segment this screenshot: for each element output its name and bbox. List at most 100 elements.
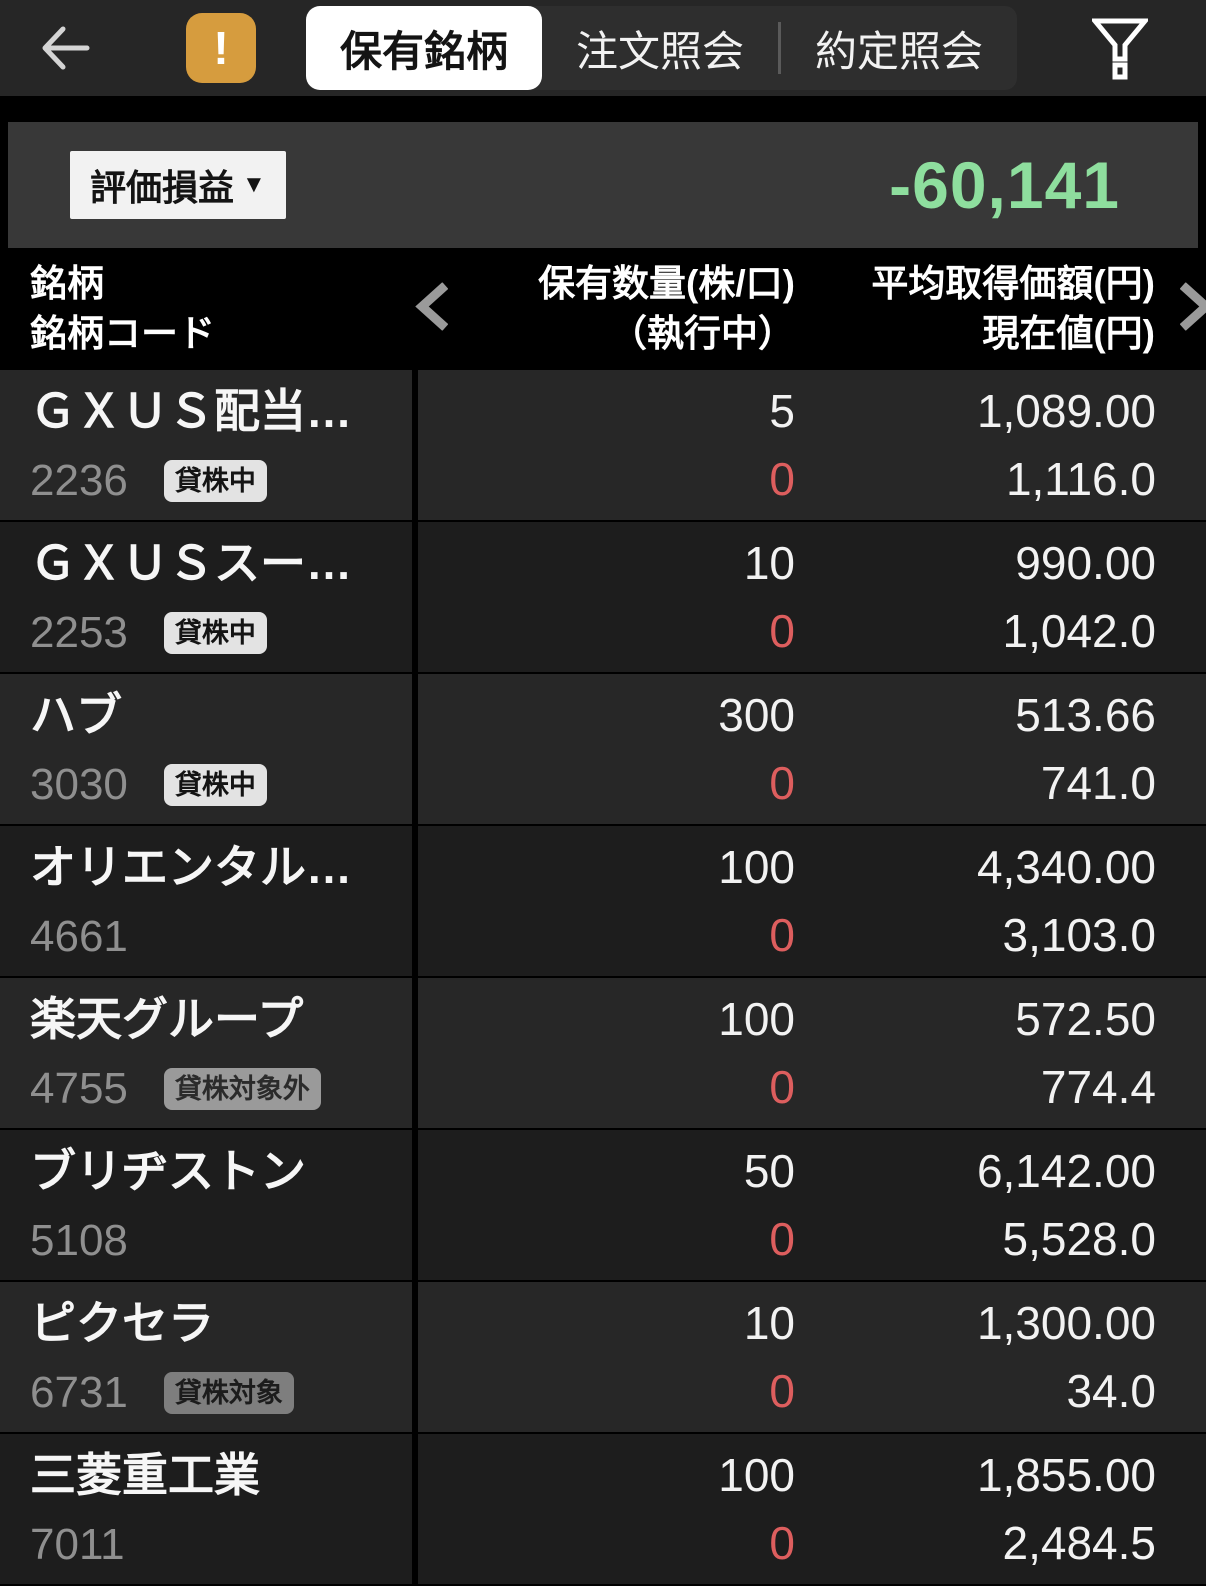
holding-row[interactable]: ＧＸＵＳスー… 2253 貸株中 10 0 990.00 1,042.0 [0, 522, 1206, 674]
header-quantity-column: 保有数量(株/口) （執行中） [538, 260, 795, 358]
stock-name-cell: ピクセラ 6731 貸株対象 [0, 1282, 412, 1432]
lending-badge: 貸株中 [163, 764, 267, 806]
holding-row[interactable]: ブリヂストン 5108 50 0 6,142.00 5,528.0 [0, 1130, 1206, 1282]
price-cell: 572.50 774.4 [795, 978, 1206, 1128]
stock-name-cell: 楽天グループ 4755 貸株対象外 [0, 978, 412, 1128]
warning-button[interactable]: ! [186, 13, 256, 83]
funnel-icon [1092, 18, 1148, 80]
holding-row[interactable]: オリエンタル… 4661 100 0 4,340.00 3,103.0 [0, 826, 1206, 978]
holding-quantity: 10 [743, 537, 795, 589]
quantity-cell: 100 0 [418, 978, 795, 1128]
tab-order-inquiry[interactable]: 注文照会 [542, 6, 778, 90]
summary-section: 評価損益 ▼ -60,141 [0, 96, 1206, 248]
stock-name-cell: ＧＸＵＳ配当… 2236 貸株中 [0, 370, 412, 520]
current-price: 774.4 [1040, 1061, 1156, 1113]
header-executing-label: （執行中） [610, 313, 795, 354]
arrow-left-icon [42, 26, 90, 70]
current-price: 34.0 [1066, 1365, 1156, 1417]
avg-acquisition-price: 572.50 [1015, 993, 1156, 1045]
quantity-cell: 300 0 [418, 674, 795, 824]
stock-code: 2253 [30, 608, 128, 657]
stock-code: 2236 [30, 456, 128, 505]
avg-acquisition-price: 6,142.00 [976, 1145, 1156, 1197]
metric-selector-button[interactable]: 評価損益 ▼ [70, 151, 286, 219]
filter-button[interactable] [1090, 13, 1150, 83]
stock-name-cell: ブリヂストン 5108 [0, 1130, 412, 1280]
column-divider [412, 1130, 418, 1280]
holding-quantity: 100 [718, 993, 795, 1045]
executing-quantity: 0 [769, 453, 795, 505]
holding-row[interactable]: ピクセラ 6731 貸株対象 10 0 1,300.00 34.0 [0, 1282, 1206, 1434]
price-cell: 1,300.00 34.0 [795, 1282, 1206, 1432]
stock-code-line: 2253 貸株中 [30, 607, 406, 659]
tab-holdings-label: 保有銘柄 [340, 27, 509, 75]
avg-acquisition-price: 1,300.00 [976, 1297, 1156, 1349]
price-cell: 990.00 1,042.0 [795, 522, 1206, 672]
avg-acquisition-price: 990.00 [1015, 537, 1156, 589]
executing-quantity: 0 [769, 605, 795, 657]
stock-code-line: 6731 貸株対象 [30, 1367, 406, 1419]
stock-code-line: 7011 [30, 1519, 406, 1571]
chevron-down-icon: ▼ [242, 171, 266, 198]
scroll-right-chevron[interactable] [1179, 282, 1206, 336]
stock-code-line: 4755 貸株対象外 [30, 1063, 406, 1115]
holding-quantity: 100 [718, 1449, 795, 1501]
executing-quantity: 0 [769, 1365, 795, 1417]
quantity-cell: 100 0 [418, 826, 795, 976]
lending-badge: 貸株対象 [163, 1372, 294, 1414]
table-header: 銘柄 銘柄コード 保有数量(株/口) （執行中） 平均取得価額(円) 現在値(円… [0, 248, 1206, 370]
stock-code: 6731 [30, 1368, 128, 1417]
price-cell: 4,340.00 3,103.0 [795, 826, 1206, 976]
header-quantity-label: 保有数量(株/口) [538, 263, 795, 304]
header-avg-price-label: 平均取得価額(円) [871, 263, 1155, 304]
holding-row[interactable]: 三菱重工業 7011 100 0 1,855.00 2,484.5 [0, 1434, 1206, 1586]
holding-quantity: 300 [718, 689, 795, 741]
header-price-column: 平均取得価額(円) 現在値(円) [871, 260, 1155, 358]
summary-panel: 評価損益 ▼ -60,141 [8, 122, 1198, 248]
stock-code: 3030 [30, 760, 128, 809]
tab-holdings[interactable]: 保有銘柄 [306, 6, 543, 90]
stock-code-line: 5108 [30, 1215, 406, 1267]
scroll-left-chevron[interactable] [414, 282, 449, 336]
holding-row[interactable]: ハブ 3030 貸株中 300 0 513.66 741.0 [0, 674, 1206, 826]
stock-name: オリエンタル… [30, 841, 352, 893]
current-price: 741.0 [1040, 757, 1156, 809]
column-divider [412, 674, 418, 824]
price-cell: 513.66 741.0 [795, 674, 1206, 824]
stock-name-cell: ハブ 3030 貸株中 [0, 674, 412, 824]
column-divider [412, 826, 418, 976]
stock-name: 三菱重工業 [30, 1449, 260, 1501]
stock-name: ピクセラ [30, 1297, 214, 1349]
executing-quantity: 0 [769, 909, 795, 961]
executing-quantity: 0 [769, 757, 795, 809]
avg-acquisition-price: 1,089.00 [976, 385, 1156, 437]
holding-row[interactable]: ＧＸＵＳ配当… 2236 貸株中 5 0 1,089.00 1,116.0 [0, 370, 1206, 522]
header-stock-code-label: 銘柄コード [30, 313, 215, 354]
back-button[interactable] [34, 16, 98, 80]
lending-badge: 貸株対象外 [163, 1068, 321, 1110]
holding-row[interactable]: 楽天グループ 4755 貸株対象外 100 0 572.50 774.4 [0, 978, 1206, 1130]
tab-group: 保有銘柄 注文照会 約定照会 [306, 6, 1018, 90]
quantity-cell: 10 0 [418, 522, 795, 672]
executing-quantity: 0 [769, 1213, 795, 1265]
tab-execution-inquiry[interactable]: 約定照会 [781, 6, 1017, 90]
quantity-cell: 50 0 [418, 1130, 795, 1280]
current-price: 1,042.0 [1002, 605, 1156, 657]
stock-code: 5108 [30, 1216, 128, 1265]
quantity-cell: 5 0 [418, 370, 795, 520]
executing-quantity: 0 [769, 1517, 795, 1569]
stock-code-line: 4661 [30, 911, 406, 963]
current-price: 5,528.0 [1002, 1213, 1156, 1265]
holding-quantity: 5 [769, 385, 795, 437]
metric-label: 評価損益 [90, 167, 235, 208]
executing-quantity: 0 [769, 1061, 795, 1113]
column-divider [412, 1282, 418, 1432]
holding-quantity: 10 [743, 1297, 795, 1349]
stock-name: 楽天グループ [30, 993, 304, 1045]
warning-icon: ! [213, 22, 229, 74]
column-divider [412, 522, 418, 672]
current-price: 3,103.0 [1002, 909, 1156, 961]
current-price: 1,116.0 [1005, 453, 1156, 505]
lending-badge: 貸株中 [163, 612, 267, 654]
stock-code-line: 3030 貸株中 [30, 759, 406, 811]
